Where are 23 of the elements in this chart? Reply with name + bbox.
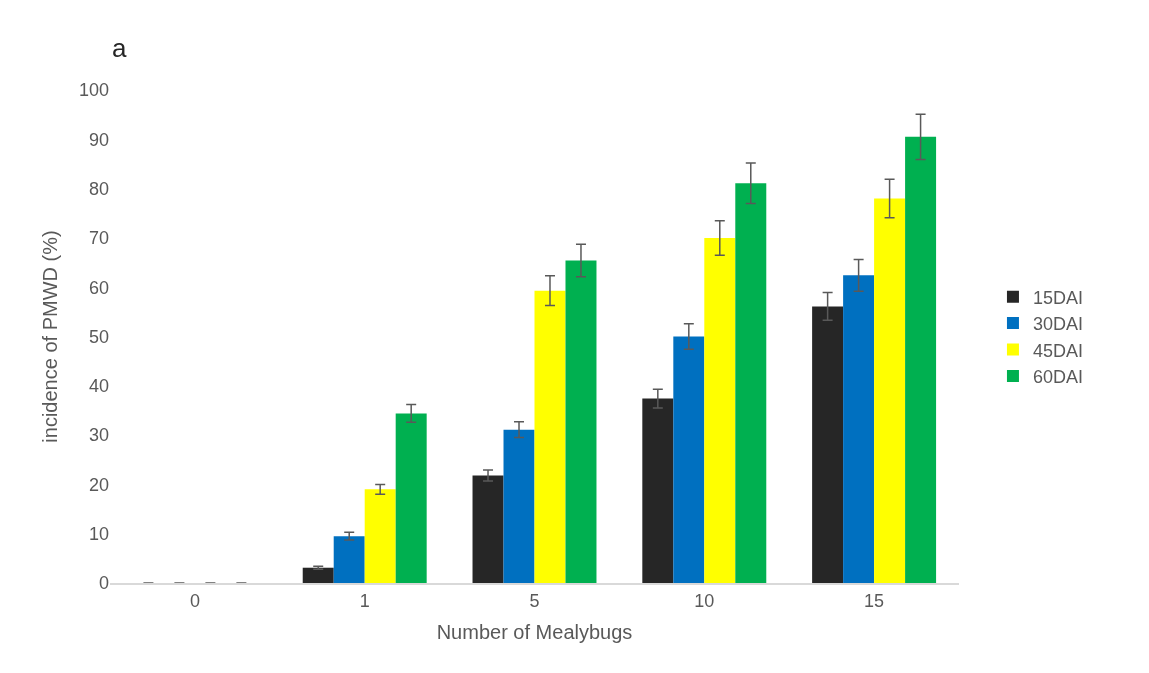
text: a bbox=[112, 33, 127, 63]
y-tick-label: 30 bbox=[88, 425, 109, 446]
y-tick-label: 100 bbox=[78, 80, 109, 101]
y-tick-label: 70 bbox=[88, 228, 109, 249]
legend-label: 60DAI bbox=[1032, 366, 1083, 387]
y-tick-label: 0 bbox=[98, 573, 109, 594]
x-tick-label: 0 bbox=[189, 590, 200, 611]
legend-label: 45DAI bbox=[1032, 340, 1083, 361]
y-tick-label: 60 bbox=[88, 277, 109, 298]
legend-label: 30DAI bbox=[1032, 314, 1083, 335]
y-tick-label: 20 bbox=[88, 474, 109, 495]
y-axis-title: incidence of PMWD (%) bbox=[39, 230, 62, 443]
x-tick-label: 1 bbox=[359, 590, 370, 611]
y-tick-label: 90 bbox=[88, 129, 109, 150]
y-tick-label: 10 bbox=[88, 524, 109, 544]
y-tick-label: 40 bbox=[88, 376, 109, 397]
x-tick-label: 5 bbox=[529, 590, 540, 611]
y-tick-label: 50 bbox=[88, 326, 109, 347]
x-tick-label: 15 bbox=[864, 590, 885, 611]
legend-label: 15DAI bbox=[1032, 287, 1083, 308]
x-tick-label: 10 bbox=[694, 590, 715, 611]
x-axis-title: Number of Mealybugs bbox=[436, 620, 633, 643]
y-tick-label: 80 bbox=[88, 178, 109, 199]
